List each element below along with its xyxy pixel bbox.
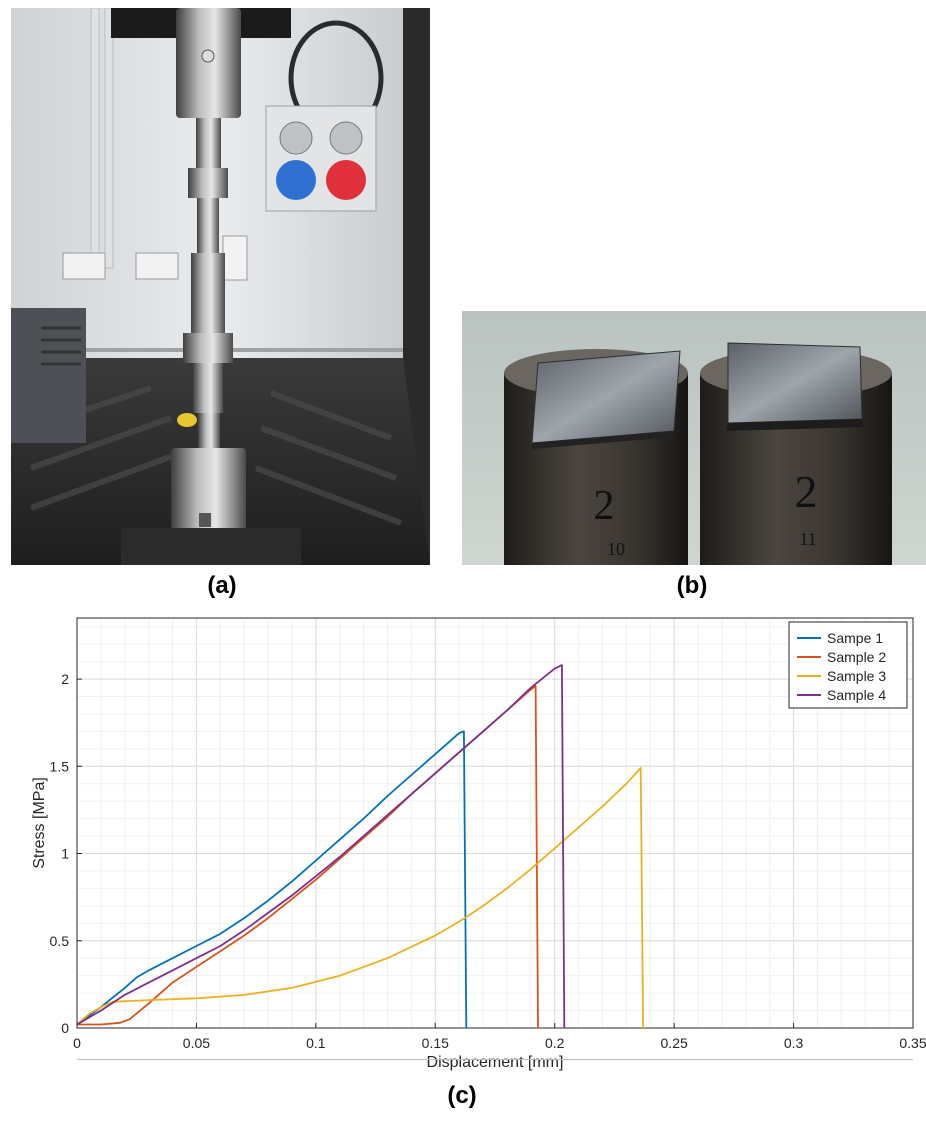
figure-divider — [77, 1059, 913, 1060]
x-tick-label: 0.2 — [545, 1035, 565, 1051]
caption-a: (a) — [192, 572, 252, 600]
y-tick-label: 1 — [61, 846, 69, 862]
x-ticks: 0 0.05 0.1 0.15 0.2 0.25 0.3 0.35 — [73, 1023, 926, 1051]
y-axis-label: Stress [MPa] — [31, 777, 48, 869]
legend-entry: Sample 2 — [827, 649, 886, 665]
specimen-label-sub: 11 — [799, 529, 816, 549]
specimen-label-number: 2 — [594, 483, 615, 529]
x-tick-label: 0.05 — [183, 1035, 210, 1051]
photo-a-tensile-test-setup — [11, 8, 430, 565]
caption-b: (b) — [662, 572, 722, 600]
caption-c: (c) — [432, 1082, 492, 1110]
specimen-label-sub: 10 — [607, 539, 625, 559]
y-tick-label: 0.5 — [50, 933, 70, 949]
specimen-label-number: 2 — [795, 466, 818, 517]
y-tick-label: 2 — [61, 671, 69, 687]
x-tick-label: 0 — [73, 1035, 81, 1051]
x-tick-label: 0.25 — [661, 1035, 688, 1051]
legend: Sampe 1 Sample 2 Sample 3 Sample 4 — [789, 622, 907, 708]
x-tick-label: 0.15 — [422, 1035, 449, 1051]
series-line-1 — [77, 731, 466, 1028]
series-lines — [77, 665, 643, 1028]
y-tick-label: 1.5 — [50, 758, 70, 774]
legend-entry: Sample 3 — [827, 668, 886, 684]
x-tick-label: 0.35 — [899, 1035, 926, 1051]
legend-entry: Sample 4 — [827, 687, 886, 703]
major-grid — [77, 618, 913, 1028]
series-line-4 — [77, 665, 564, 1028]
x-tick-label: 0.3 — [784, 1035, 804, 1051]
series-line-3 — [77, 768, 643, 1028]
stress-displacement-chart: 0 0.05 0.1 0.15 0.2 0.25 0.3 0.35 0 0.5 1 1.5 2 Dis… — [0, 608, 926, 1080]
tensile-testing-machine-photo — [11, 8, 430, 565]
bonded-specimens-photo: 2 10 2 11 — [462, 311, 926, 565]
x-tick-label: 0.1 — [306, 1035, 326, 1051]
photo-b-specimens: 2 10 2 11 — [462, 311, 926, 565]
series-line-2 — [77, 686, 538, 1028]
x-axis-label: Displacement [mm] — [427, 1054, 564, 1071]
legend-entry: Sampe 1 — [827, 630, 883, 646]
y-tick-label: 0 — [61, 1020, 69, 1036]
